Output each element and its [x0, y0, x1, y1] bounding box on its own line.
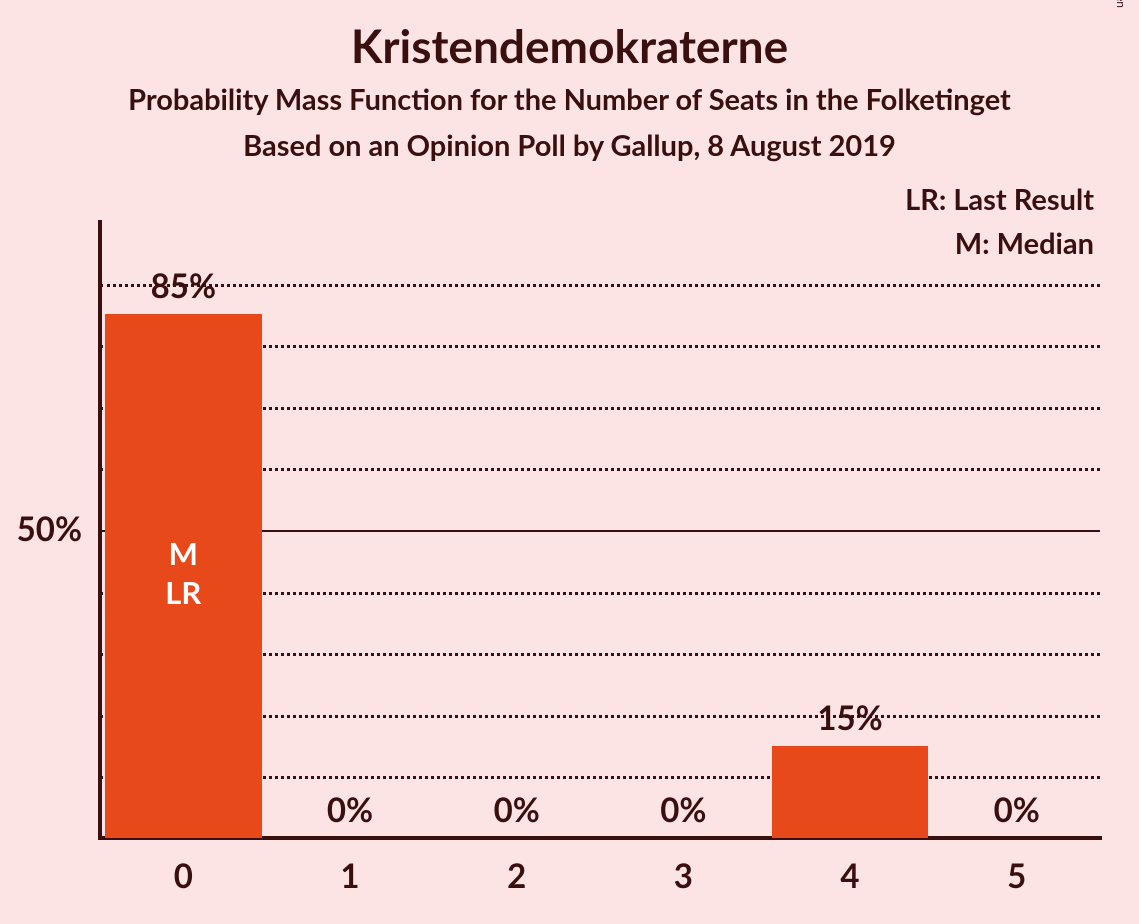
bar-value-label: 15% — [817, 698, 882, 738]
x-tick-label: 5 — [1007, 856, 1026, 896]
x-tick-label: 4 — [840, 856, 859, 896]
y-axis-tick-label: 50% — [0, 509, 82, 549]
bar-value-label: 0% — [494, 790, 540, 830]
y-axis — [98, 220, 102, 840]
x-tick-label: 2 — [507, 856, 526, 896]
bar-value-label: 0% — [994, 790, 1040, 830]
copyright-text: © 2019 Filip van Laenen — [1114, 0, 1129, 8]
chart-subtitle-1: Probability Mass Function for the Number… — [0, 82, 1139, 117]
x-tick-label: 1 — [340, 856, 359, 896]
grid-line — [100, 284, 1100, 287]
bar: MLR — [105, 314, 262, 838]
x-tick-label: 3 — [674, 856, 693, 896]
legend-last-result: LR: Last Result — [905, 182, 1094, 217]
chart-plot-area: MLR 85% 0% 0% 0% 15% 0% — [100, 222, 1100, 838]
chart-title: Kristendemokraterne — [0, 18, 1139, 73]
chart-subtitle-2: Based on an Opinion Poll by Gallup, 8 Au… — [0, 128, 1139, 163]
bar-value-label: 85% — [151, 266, 216, 306]
bar — [772, 746, 929, 838]
x-tick-label: 0 — [174, 856, 193, 896]
bar-value-label: 0% — [327, 790, 373, 830]
bar-value-label: 0% — [660, 790, 706, 830]
legend-median: M: Median — [955, 226, 1094, 261]
bar-annotation: MLR — [105, 534, 262, 612]
